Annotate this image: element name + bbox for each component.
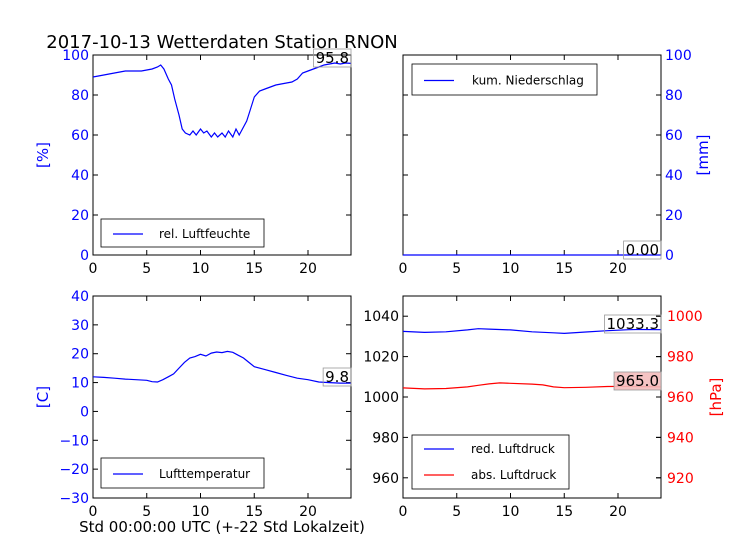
precipitation-y-tick-label: 100 <box>665 48 692 64</box>
chart-temperature: 0 5 10 15 20 −30 −20 −10 0 10 20 30 40 [C] Lufttempera… <box>34 289 352 520</box>
pressure-x-tick-label: 20 <box>609 504 627 520</box>
pressure-legend-box <box>411 434 570 490</box>
precipitation-y-tick-label: 0 <box>665 248 674 264</box>
pressure-y-tick-label: 1000 <box>363 390 399 406</box>
pressure-x-tick-label: 10 <box>502 504 520 520</box>
temperature-y-tick-label: 30 <box>71 318 89 334</box>
pressure-y2-axis-label: [hPa] <box>707 378 725 417</box>
pressure-y-tick-label: 960 <box>372 471 399 487</box>
temperature-y-tick-label: −10 <box>59 433 89 449</box>
precipitation-legend-box <box>411 63 598 96</box>
humidity-x-tick-label: 5 <box>142 261 151 277</box>
pressure-series-line-0 <box>402 328 662 335</box>
humidity-x-tick-label: 10 <box>192 261 210 277</box>
temperature-x-tick-label: 15 <box>245 504 263 520</box>
precipitation-y-axis-label: [mm] <box>694 135 712 176</box>
humidity-x-tick-label: 0 <box>89 261 98 277</box>
temperature-y-tick-label: 20 <box>71 347 89 363</box>
pressure-legend-label-0: red. Luftdruck <box>471 442 555 456</box>
temperature-frame <box>92 295 352 499</box>
temperature-legend-label-0: Lufttemperatur <box>159 467 250 481</box>
humidity-legend-box <box>100 218 265 248</box>
precipitation-last-value-label-0: 0.00 <box>626 241 659 259</box>
pressure-y2-tick-label: 960 <box>667 390 694 406</box>
temperature-y-tick-label: −20 <box>59 462 89 478</box>
pressure-last-value-box-1 <box>613 371 662 391</box>
pressure-y2-tick-label: 980 <box>667 350 694 366</box>
temperature-y-axis-label: [C] <box>34 386 52 408</box>
humidity-y-tick-label: 40 <box>71 168 89 184</box>
humidity-y-tick-label: 20 <box>71 208 89 224</box>
chart-humidity: 0 5 10 15 20 0 20 40 60 80 100 [%] rel. Luftfeuchte 9… <box>34 48 352 277</box>
humidity-last-value-box-0 <box>313 48 352 68</box>
temperature-x-tick-label: 0 <box>89 504 98 520</box>
chart-precipitation: 0 5 10 15 20 0 20 40 60 80 100 [mm] kum. Niederschla… <box>399 48 712 277</box>
precipitation-y-tick-label: 40 <box>665 168 683 184</box>
pressure-y-tick-label: 1040 <box>363 309 399 325</box>
temperature-y-tick-label: −30 <box>59 491 89 507</box>
humidity-y-tick-label: 100 <box>62 48 89 64</box>
temperature-y-tick-label: 0 <box>80 404 89 420</box>
pressure-legend-label-1: abs. Luftdruck <box>471 468 556 482</box>
precipitation-x-tick-label: 5 <box>452 261 461 277</box>
humidity-y-tick-label: 0 <box>80 248 89 264</box>
pressure-y2-tick-label: 1000 <box>667 309 703 325</box>
pressure-last-value-label-0: 1033.3 <box>607 315 660 333</box>
temperature-series-line-0 <box>92 350 351 384</box>
humidity-x-tick-label: 15 <box>245 261 263 277</box>
figure-title: 2017-10-13 Wetterdaten Station RNON <box>46 32 397 53</box>
chart-pressure: 0 5 10 15 20 960 980 1000 1020 1040 920 940 960 980 10… <box>363 295 725 520</box>
temperature-y-tick-label: 10 <box>71 376 89 392</box>
precipitation-x-tick-label: 10 <box>502 261 520 277</box>
pressure-y2-tick-label: 920 <box>667 471 694 487</box>
temperature-legend-box <box>100 457 265 489</box>
temperature-last-value-box-0 <box>322 367 352 387</box>
pressure-last-value-label-1: 965.0 <box>616 372 659 390</box>
precipitation-x-tick-label: 0 <box>399 261 408 277</box>
temperature-last-value-label-0: 9.8 <box>325 368 349 386</box>
humidity-series-line-0 <box>92 62 352 139</box>
humidity-legend-label-0: rel. Luftfeuchte <box>159 227 250 241</box>
pressure-x-tick-label: 5 <box>452 504 461 520</box>
pressure-last-value-box-0 <box>604 314 662 334</box>
humidity-x-tick-label: 20 <box>299 261 317 277</box>
pressure-x-tick-label: 0 <box>399 504 408 520</box>
pressure-y2-tick-label: 940 <box>667 430 694 446</box>
precipitation-x-tick-label: 20 <box>609 261 627 277</box>
precipitation-y-tick-label: 80 <box>665 88 683 104</box>
precipitation-y-tick-label: 60 <box>665 128 683 144</box>
pressure-y-tick-label: 1020 <box>363 350 399 366</box>
temperature-x-tick-label: 5 <box>142 504 151 520</box>
pressure-y-tick-label: 980 <box>372 430 399 446</box>
humidity-last-value-label-0: 95.8 <box>316 49 349 67</box>
humidity-y-axis-label: [%] <box>34 142 52 168</box>
humidity-frame <box>92 54 352 256</box>
temperature-x-tick-label: 10 <box>192 504 210 520</box>
footer-x-label: Std 00:00:00 UTC (+-22 Std Lokalzeit) <box>79 518 365 536</box>
precipitation-y-tick-label: 20 <box>665 208 683 224</box>
humidity-y-tick-label: 80 <box>71 88 89 104</box>
temperature-x-tick-label: 20 <box>299 504 317 520</box>
precipitation-x-tick-label: 15 <box>555 261 573 277</box>
temperature-y-tick-label: 40 <box>71 289 89 305</box>
pressure-x-tick-label: 15 <box>555 504 573 520</box>
precipitation-legend-label-0: kum. Niederschlag <box>472 74 584 88</box>
precipitation-last-value-box-0 <box>623 240 662 260</box>
humidity-y-tick-label: 60 <box>71 128 89 144</box>
